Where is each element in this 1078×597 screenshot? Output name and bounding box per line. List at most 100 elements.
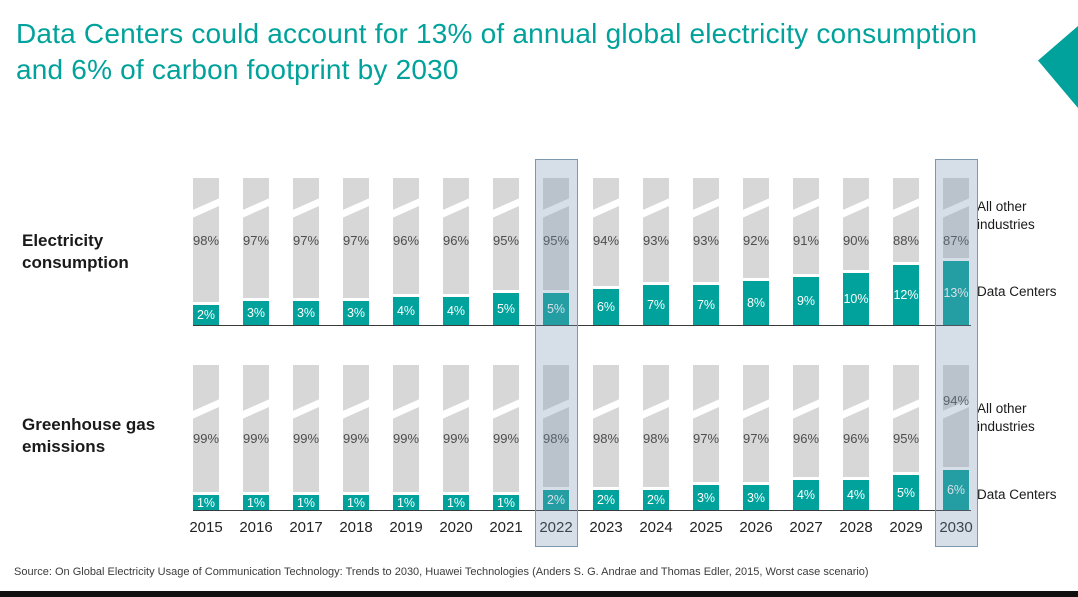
bar-segment-data-centers: 4% <box>443 297 469 325</box>
value-label-other-industries: 99% <box>393 431 419 446</box>
bar-segment-other-industries: 96% <box>443 178 469 294</box>
bar-column-2022: 98% 2% <box>543 365 569 510</box>
axis-baseline-greenhouse <box>193 510 971 511</box>
value-label-other-industries: 97% <box>293 233 319 248</box>
axis-break-slash <box>293 195 319 220</box>
source-note: Source: On Global Electricity Usage of C… <box>14 566 869 578</box>
bar-segment-other-industries: 87% <box>943 178 969 258</box>
bar-segment-other-industries: 98% <box>543 365 569 487</box>
value-label-other-industries: 87% <box>943 233 969 248</box>
bar-column-2027: 96% 4% <box>793 365 819 510</box>
axis-break-slash <box>893 396 919 421</box>
bar-segment-data-centers: 1% <box>443 495 469 510</box>
axis-break-slash <box>293 396 319 421</box>
value-label-other-industries: 96% <box>443 233 469 248</box>
bar-column-2029: 88% 12% <box>893 178 919 325</box>
bar-column-2025: 93% 7% <box>693 178 719 325</box>
axis-break-slash <box>743 195 769 220</box>
axis-break-slash <box>543 195 569 220</box>
bar-segment-other-industries: 97% <box>343 178 369 298</box>
bar-segment-other-industries: 99% <box>493 365 519 492</box>
bar-column-2026: 97% 3% <box>743 365 769 510</box>
axis-break-slash <box>843 396 869 421</box>
value-label-other-industries: 98% <box>643 431 669 446</box>
bar-column-2029: 95% 5% <box>893 365 919 510</box>
bar-column-2015: 98% 2% <box>193 178 219 325</box>
bar-segment-data-centers: 5% <box>493 293 519 325</box>
bar-segment-other-industries: 90% <box>843 178 869 270</box>
value-label-other-industries: 98% <box>593 431 619 446</box>
bar-column-2015: 99% 1% <box>193 365 219 510</box>
bar-column-2027: 91% 9% <box>793 178 819 325</box>
axis-break-slash <box>743 396 769 421</box>
bar-segment-data-centers: 3% <box>243 301 269 325</box>
axis-break-slash <box>193 195 219 220</box>
year-label-2017: 2017 <box>289 519 323 536</box>
axis-baseline-electricity <box>193 325 971 326</box>
bar-column-2030: 87% 13% <box>943 178 969 325</box>
bar-segment-data-centers: 6% <box>943 470 969 510</box>
bar-segment-data-centers: 1% <box>293 495 319 510</box>
bar-column-2022: 95% 5% <box>543 178 569 325</box>
value-label-other-industries: 97% <box>693 431 719 446</box>
value-label-other-industries: 92% <box>743 233 769 248</box>
bar-segment-data-centers: 4% <box>843 480 869 510</box>
value-label-other-industries: 93% <box>693 233 719 248</box>
bar-column-2023: 98% 2% <box>593 365 619 510</box>
bar-segment-other-industries: 99% <box>293 365 319 492</box>
bar-column-2020: 99% 1% <box>443 365 469 510</box>
bar-column-2026: 92% 8% <box>743 178 769 325</box>
bar-segment-data-centers: 1% <box>243 495 269 510</box>
bar-segment-other-industries: 98% <box>643 365 669 487</box>
axis-break-slash <box>843 195 869 220</box>
value-label-other-industries: 97% <box>743 431 769 446</box>
value-label-other-industries: 96% <box>843 431 869 446</box>
value-label-other-industries: 99% <box>343 431 369 446</box>
bar-segment-other-industries: 97% <box>293 178 319 298</box>
bar-segment-other-industries: 97% <box>693 365 719 482</box>
value-label-other-industries: 99% <box>443 431 469 446</box>
axis-break-slash <box>543 396 569 421</box>
bar-segment-other-industries: 94% <box>593 178 619 286</box>
value-label-other-industries: 93% <box>643 233 669 248</box>
bar-column-2021: 95% 5% <box>493 178 519 325</box>
year-label-2016: 2016 <box>239 519 273 536</box>
bar-segment-data-centers: 6% <box>593 289 619 325</box>
bar-column-2024: 98% 2% <box>643 365 669 510</box>
year-label-2026: 2026 <box>739 519 773 536</box>
bar-segment-data-centers: 1% <box>393 495 419 510</box>
year-label-2024: 2024 <box>639 519 673 536</box>
bottom-accent-bar <box>0 591 1078 597</box>
value-label-other-industries: 97% <box>243 233 269 248</box>
axis-break-slash <box>443 396 469 421</box>
axis-break-slash <box>693 396 719 421</box>
axis-break-slash <box>693 195 719 220</box>
year-label-2015: 2015 <box>189 519 223 536</box>
bar-segment-other-industries: 99% <box>393 365 419 492</box>
bar-segment-other-industries: 99% <box>243 365 269 492</box>
bar-segment-data-centers: 9% <box>793 277 819 325</box>
axis-break-slash <box>593 396 619 421</box>
value-label-other-industries: 95% <box>543 233 569 248</box>
year-label-2021: 2021 <box>489 519 523 536</box>
bar-group-electricity: 98% 2% 97% 3% 97% 3% 97% 3% 96% 4% 96% 4% 95% 5% 95% 5%… <box>193 178 969 325</box>
decorative-triangle-icon <box>1038 26 1078 108</box>
bar-segment-other-industries: 94% <box>943 365 969 467</box>
year-label-2030: 2030 <box>939 519 973 536</box>
bar-segment-data-centers: 1% <box>343 495 369 510</box>
bar-segment-data-centers: 4% <box>393 297 419 325</box>
bar-segment-data-centers: 3% <box>693 485 719 510</box>
axis-break-slash <box>193 396 219 421</box>
bar-segment-other-industries: 98% <box>193 178 219 302</box>
value-label-other-industries: 95% <box>493 233 519 248</box>
bar-segment-data-centers: 3% <box>343 301 369 325</box>
bar-column-2019: 96% 4% <box>393 178 419 325</box>
axis-break-slash <box>593 195 619 220</box>
year-label-2028: 2028 <box>839 519 873 536</box>
bar-segment-other-industries: 92% <box>743 178 769 278</box>
bar-segment-other-industries: 88% <box>893 178 919 262</box>
axis-break-slash <box>243 396 269 421</box>
bar-segment-data-centers: 10% <box>843 273 869 325</box>
bar-segment-data-centers: 2% <box>643 490 669 510</box>
